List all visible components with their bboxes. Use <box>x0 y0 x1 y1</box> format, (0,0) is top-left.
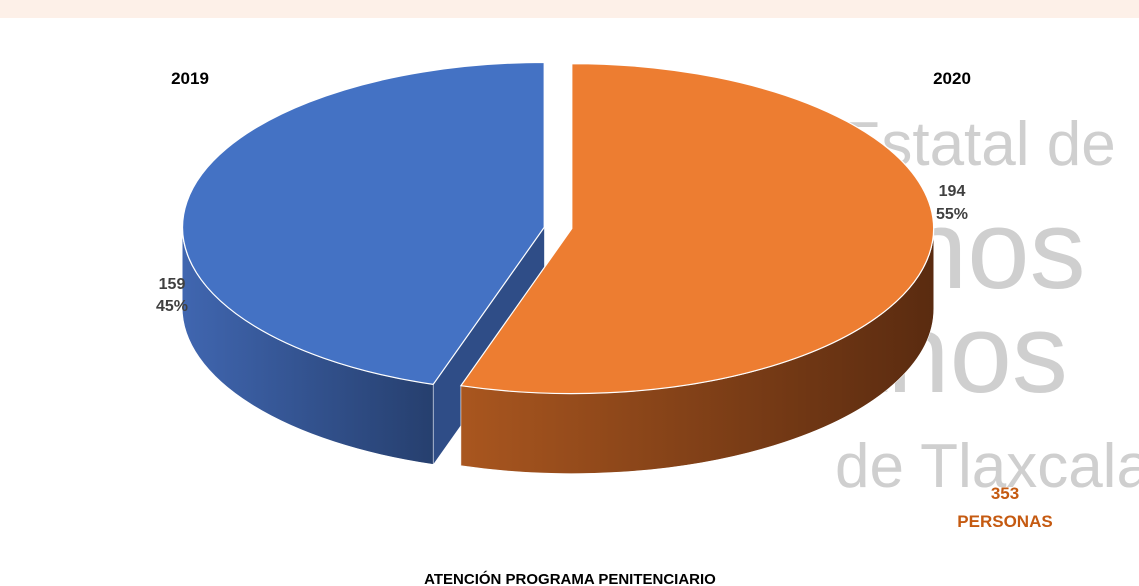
data-label: 55% <box>936 206 968 223</box>
watermark-text: de Tlaxcala <box>835 432 1139 501</box>
slice <box>459 62 935 395</box>
pie <box>181 61 935 474</box>
data-label: 159 <box>159 276 186 293</box>
chart-title: ATENCIÓN PROGRAMA PENITENCIARIO <box>424 570 716 586</box>
category-label: 2019 <box>171 69 209 88</box>
data-label: 45% <box>156 298 188 315</box>
total-unit: PERSONAS <box>957 512 1052 531</box>
category-label: 2020 <box>933 69 971 88</box>
total: 353 <box>991 484 1019 503</box>
watermark-text: nos <box>905 187 1086 312</box>
top-band <box>0 0 1139 18</box>
data-label: 194 <box>939 183 966 200</box>
slice <box>181 61 545 386</box>
